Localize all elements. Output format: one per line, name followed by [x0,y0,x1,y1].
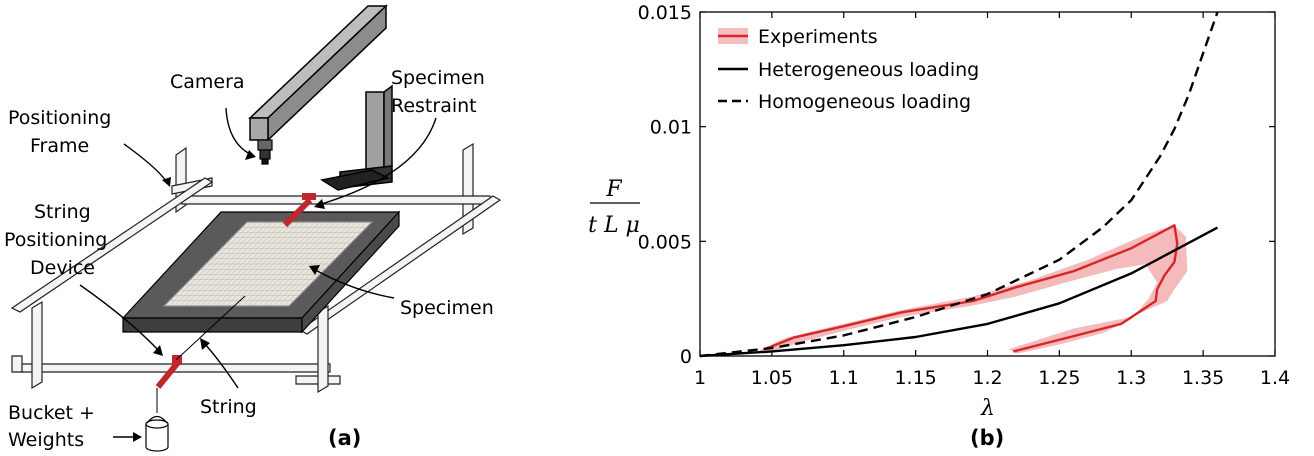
camera-icon [257,139,273,165]
specimen-plate [121,210,401,334]
device-label-line1: String [34,201,91,223]
legend: Experiments Heterogeneous loading Homoge… [718,26,979,113]
xtick-label: 1.3 [1116,367,1146,389]
legend-heterogeneous-label: Heterogeneous loading [758,59,979,81]
chart-panel: 1 1.05 1.1 1.15 1.2 1.25 1.3 1.35 1.4 0 0.005 0.01 0… [588,2,1290,450]
frame-label-line2: Frame [30,135,89,157]
bucket-icon [145,415,169,452]
xtick-label: 1.1 [829,367,859,389]
specimen-label: Specimen [400,297,494,319]
ytick-label: 0 [680,346,692,368]
device-label-line3: Device [30,257,95,279]
experiments-band [757,225,1188,354]
apparatus-schematic: Camera Specimen Restraint Positioning Fr… [4,4,502,452]
camera-gantry [248,4,393,191]
clamps [155,193,316,413]
plot-area [699,11,1219,358]
xtick-label: 1.2 [972,367,1002,389]
homogeneous-loading-line [699,11,1219,358]
restraint-label-line1: Specimen [391,67,485,89]
xtick-label: 1.4 [1260,367,1290,389]
xtick-label: 1.25 [1038,367,1080,389]
restraint-label-line2: Restraint [391,95,477,117]
legend-experiments-label: Experiments [758,26,878,48]
bucket-label-line1: Bucket + [8,402,95,424]
camera-label: Camera [170,71,245,93]
bucket-label-line2: Weights [8,429,84,451]
xtick-label: 1.05 [751,367,793,389]
arrow-heads [133,150,325,442]
xlabel: λ [980,396,995,421]
ylabel-denominator: t L μ [588,213,640,238]
ylabel-numerator: F [605,177,622,202]
xtick-label: 1 [694,367,706,389]
heterogeneous-loading-line [699,226,1219,358]
device-label-line2: Positioning [4,229,107,251]
string-label: String [200,396,257,418]
ytick-label: 0.015 [638,2,692,24]
legend-homogeneous-label: Homogeneous loading [758,91,971,113]
panel-a-label: (a) [328,426,361,450]
positioning-frame [10,142,502,394]
ytick-label: 0.005 [638,231,692,253]
ytick-label: 0.01 [650,117,692,139]
xtick-label: 1.15 [894,367,936,389]
xtick-label: 1.35 [1182,367,1224,389]
panel-b-label: (b) [970,426,1004,450]
specimen-grid [169,221,367,307]
frame-label-line1: Positioning [8,107,111,129]
axis-ticks: 1 1.05 1.1 1.15 1.2 1.25 1.3 1.35 1.4 0 0.005 0.01 0… [638,2,1291,389]
experiments-line [764,224,1179,353]
